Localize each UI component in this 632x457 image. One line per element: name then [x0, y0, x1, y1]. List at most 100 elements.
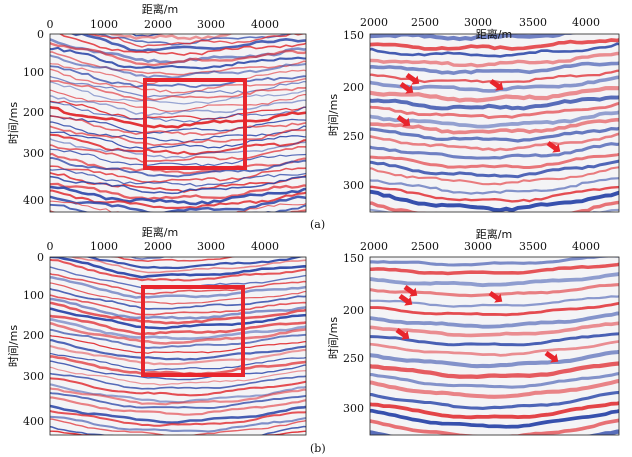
- plot-frame: [369, 256, 620, 436]
- x-tick-label: 0: [47, 18, 54, 31]
- panel-b-right: 距离/m 2000 2500 3000 3500 4000 150 200 25…: [327, 227, 620, 436]
- reflection-event: [50, 114, 306, 134]
- reflection-event: [370, 34, 577, 42]
- arrow-marker: [546, 140, 561, 153]
- reflection-event: [50, 387, 306, 406]
- y-axis-title: 时间/ms: [7, 102, 20, 144]
- reflection-event: [50, 185, 306, 206]
- reflection-event: [110, 257, 236, 262]
- x-tick-label: 3000: [464, 240, 492, 253]
- reflection-event: [50, 41, 306, 67]
- reflection-event: [370, 38, 619, 51]
- reflection-event: [370, 126, 619, 143]
- y-tick-label: 300: [23, 370, 44, 383]
- y-tick-label: 250: [343, 352, 364, 365]
- reflection-event: [50, 396, 306, 416]
- reflection-event: [50, 68, 306, 94]
- reflection-event: [50, 115, 306, 136]
- reflection-event: [370, 142, 619, 160]
- reflection-event: [50, 133, 306, 156]
- y-tick-label: 300: [23, 147, 44, 160]
- reflection-event: [50, 318, 306, 341]
- reflection-event: [50, 415, 306, 433]
- reflection-event: [370, 257, 619, 267]
- reflection-event: [370, 401, 619, 420]
- reflection-event: [50, 366, 306, 386]
- x-tick-label: 3500: [519, 16, 547, 29]
- x-tick-label: 3000: [197, 240, 225, 253]
- reflection-event: [70, 34, 306, 53]
- reflection-event: [50, 144, 306, 163]
- x-tick-label: 4000: [251, 240, 279, 253]
- reflection-event: [370, 321, 619, 338]
- reflection-event: [50, 95, 306, 117]
- seismic-zoom-background: [370, 257, 619, 435]
- reflection-event: [50, 418, 306, 435]
- reflection-event: [50, 168, 306, 187]
- highlight-box: [141, 285, 245, 377]
- arrow-marker: [403, 284, 418, 297]
- reflection-event: [50, 46, 306, 70]
- reflection-event: [370, 86, 619, 103]
- reflection-event: [50, 425, 306, 435]
- reflection-event: [370, 42, 619, 58]
- y-tick-label: 300: [343, 402, 364, 415]
- reflection-event: [50, 282, 306, 305]
- panel-a-right: 距离/m 2000 2500 3000 3500 4000 150 200 25…: [327, 16, 620, 213]
- x-tick-label: 3000: [197, 18, 225, 31]
- x-tick-label: 1000: [90, 240, 118, 253]
- arrow-marker: [488, 290, 503, 303]
- reflection-event: [50, 392, 306, 409]
- reflection-event: [370, 95, 619, 111]
- reflection-event: [50, 334, 306, 354]
- y-axis-title: 时间/ms: [327, 94, 340, 136]
- y-tick-label: 200: [23, 106, 44, 119]
- reflection-event: [50, 287, 306, 310]
- x-tick-label: 4000: [572, 16, 600, 29]
- y-tick-label: 200: [23, 329, 44, 342]
- reflection-event: [50, 152, 306, 175]
- y-axis-ticks: 150 200 250 300: [343, 252, 364, 415]
- reflection-event: [50, 360, 306, 381]
- arrow-marker: [396, 114, 411, 127]
- x-axis-title: 距离/m: [142, 2, 178, 16]
- x-tick-label: 3500: [519, 240, 547, 253]
- reflection-event: [68, 257, 306, 274]
- reflection-event: [46, 438, 310, 453]
- reflection-event: [50, 89, 306, 112]
- reflection-event: [370, 51, 619, 68]
- reflection-event: [50, 301, 306, 325]
- x-tick-label: 1000: [90, 18, 118, 31]
- y-tick-label: 150: [343, 29, 364, 42]
- arrow-marker: [405, 72, 420, 85]
- reflection-event: [50, 105, 306, 129]
- arrow-marker: [489, 78, 504, 91]
- reflection-event: [50, 79, 306, 101]
- reflection-event: [50, 165, 306, 183]
- row-label-b: (b): [310, 442, 326, 455]
- y-tick-label: 100: [23, 289, 44, 302]
- y-axis-ticks: 150 200 250 300: [343, 29, 364, 192]
- x-tick-label: 2500: [411, 240, 439, 253]
- reflection-event: [370, 301, 619, 317]
- annotation-arrows: [395, 284, 559, 363]
- reflection-event: [50, 294, 306, 316]
- panel-a-left: 距离/m 0 1000 2000 3000 4000 0 100 200 300…: [7, 2, 307, 213]
- reflection-event: [370, 159, 619, 179]
- reflection-event: [50, 75, 306, 98]
- reflection-event: [50, 121, 306, 144]
- reflection-event: [370, 272, 619, 288]
- y-axis-ticks: 0 100 200 300 400: [23, 28, 44, 207]
- reflection-event: [370, 200, 619, 212]
- reflection-event: [50, 257, 306, 279]
- x-tick-label: 4000: [251, 18, 279, 31]
- reflection-event: [370, 262, 619, 276]
- x-tick-label: 4000: [572, 240, 600, 253]
- y-tick-label: 400: [23, 415, 44, 428]
- reflection-event: [50, 258, 306, 282]
- reflection-event: [50, 314, 306, 336]
- y-tick-label: 0: [37, 28, 44, 41]
- x-tick-label: 3000: [464, 16, 492, 29]
- reflection-event: [370, 132, 619, 152]
